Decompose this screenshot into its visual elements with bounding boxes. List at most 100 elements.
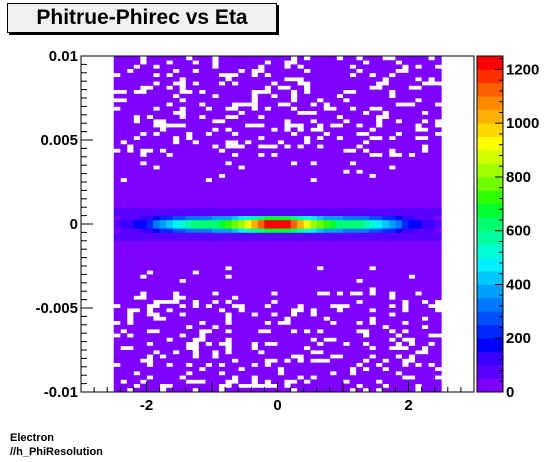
heatmap-cell <box>388 379 396 384</box>
heatmap-cell <box>284 106 291 111</box>
heatmap-cell <box>408 236 416 242</box>
heatmap-cell <box>408 329 416 334</box>
heatmap-cell <box>133 316 141 321</box>
heatmap-cell <box>212 72 219 78</box>
heatmap-cell <box>303 119 311 124</box>
heatmap-cell <box>205 161 213 166</box>
heatmap-cell <box>388 110 396 116</box>
heatmap-cell <box>428 131 436 137</box>
heatmap-cell <box>166 89 174 95</box>
heatmap-cell <box>323 379 331 384</box>
heatmap-cell <box>179 228 187 233</box>
heatmap-cell <box>303 186 311 191</box>
heatmap-cell <box>277 329 285 334</box>
heatmap-cell <box>270 387 278 393</box>
heatmap-cell <box>382 219 390 225</box>
heatmap-cell <box>172 379 180 384</box>
heatmap-cell <box>153 224 160 229</box>
heatmap-cell <box>310 89 318 95</box>
heatmap-cell <box>172 270 180 275</box>
heatmap-cell <box>284 282 291 288</box>
heatmap-cell <box>257 186 265 191</box>
heatmap-cell <box>408 186 416 191</box>
heatmap-cell <box>329 219 337 225</box>
heatmap-cell <box>316 119 324 124</box>
heatmap-cell <box>133 93 141 99</box>
heatmap-cell <box>153 291 160 296</box>
heatmap-cell <box>290 257 298 263</box>
heatmap-cell <box>270 135 278 141</box>
heatmap-cell <box>303 60 311 65</box>
heatmap-cell <box>369 60 377 65</box>
heatmap-cell <box>401 270 409 275</box>
heatmap-cell <box>323 127 331 132</box>
heatmap-cell <box>277 156 285 162</box>
heatmap-cell <box>434 140 442 145</box>
heatmap-cell <box>218 261 226 267</box>
heatmap-cell <box>284 249 291 254</box>
heatmap-cell <box>238 379 246 384</box>
heatmap-cell <box>303 324 311 330</box>
heatmap-cell <box>126 266 134 271</box>
heatmap-cell <box>146 186 154 191</box>
heatmap-cell <box>192 123 200 128</box>
heatmap-cell <box>264 337 272 342</box>
heatmap-cell <box>192 375 200 380</box>
heatmap-cell <box>212 257 219 263</box>
colorbar-segment <box>477 284 503 299</box>
heatmap-cell <box>198 266 206 271</box>
heatmap-cell <box>369 177 377 183</box>
heatmap-cell <box>133 186 141 191</box>
heatmap-cell <box>113 203 121 208</box>
heatmap-cell <box>375 316 383 321</box>
heatmap-cell <box>185 333 193 338</box>
heatmap-cell <box>231 194 239 200</box>
heatmap-cell <box>297 236 305 242</box>
heatmap-cell <box>277 379 285 384</box>
heatmap-cell <box>408 316 416 321</box>
heatmap-cell <box>277 270 285 275</box>
heatmap-cell <box>270 140 278 145</box>
heatmap-cell <box>251 119 259 124</box>
heatmap-cell <box>343 135 350 141</box>
heatmap-cell <box>212 387 219 393</box>
heatmap-cell <box>421 266 429 271</box>
heatmap-cell <box>336 333 344 338</box>
heatmap-cell <box>369 156 377 162</box>
heatmap-cell <box>310 383 318 389</box>
heatmap-cell <box>290 215 298 221</box>
heatmap-cell <box>323 366 331 372</box>
heatmap-cell <box>113 211 121 216</box>
heatmap-cell <box>323 215 331 221</box>
heatmap-cell <box>290 333 298 338</box>
heatmap-cell <box>415 295 422 300</box>
heatmap-cell <box>113 186 121 191</box>
heatmap-cell <box>277 375 285 380</box>
heatmap-cell <box>375 375 383 380</box>
heatmap-cell <box>434 93 442 99</box>
heatmap-cell <box>126 173 134 179</box>
heatmap-cell <box>375 203 383 208</box>
heatmap-cell <box>225 303 233 309</box>
heatmap-cell <box>113 375 121 380</box>
heatmap-cell <box>192 291 200 296</box>
heatmap-cell <box>198 203 206 208</box>
heatmap-cell <box>166 68 174 74</box>
heatmap-cell <box>382 203 390 208</box>
heatmap-cell <box>159 333 167 338</box>
heatmap-cell <box>277 383 285 389</box>
heatmap-cell <box>251 224 259 229</box>
heatmap-cell <box>251 261 259 267</box>
heatmap-cell <box>179 320 187 326</box>
heatmap-cell <box>198 316 206 321</box>
heatmap-cell <box>434 278 442 284</box>
heatmap-cell <box>343 85 350 90</box>
heatmap-cell <box>139 81 147 86</box>
heatmap-cell <box>264 114 272 120</box>
heatmap-cell <box>356 224 364 229</box>
heatmap-cell <box>133 190 141 195</box>
heatmap-cell <box>212 211 219 216</box>
heatmap-cell <box>382 371 390 376</box>
heatmap-cell <box>126 253 134 258</box>
